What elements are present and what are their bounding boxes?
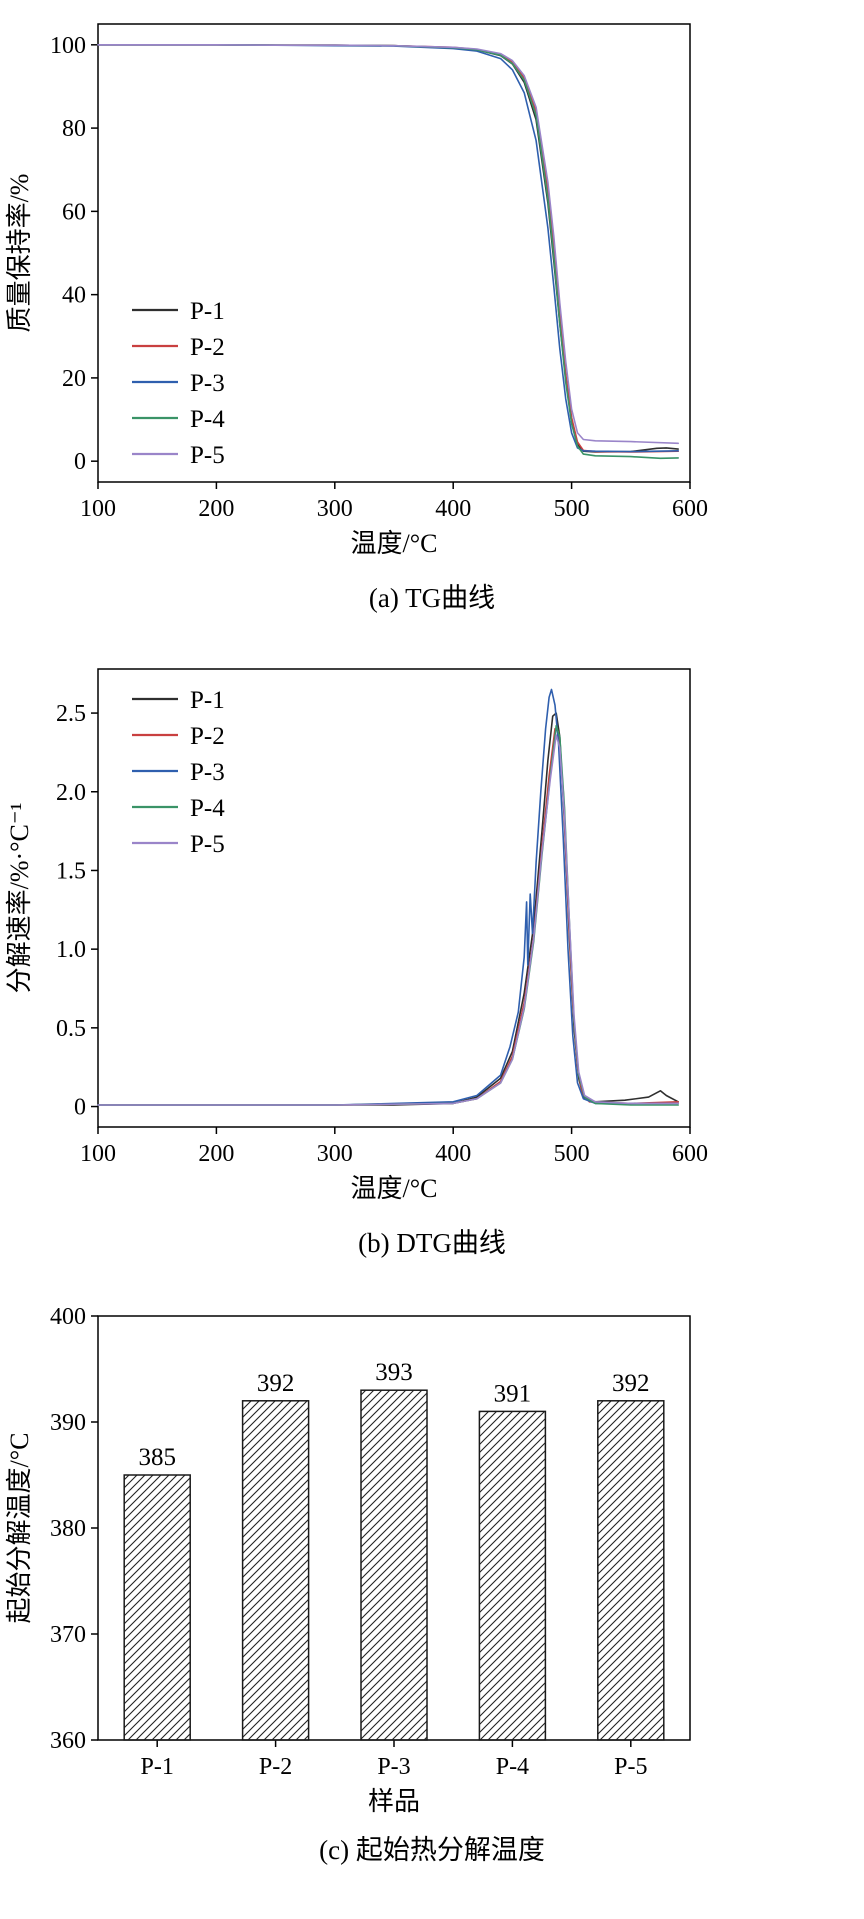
svg-text:样品: 样品 <box>368 1787 420 1816</box>
svg-text:P-2: P-2 <box>190 723 225 750</box>
bar-chart-caption: (c) 起始热分解温度 <box>319 1835 545 1865</box>
svg-text:200: 200 <box>198 1141 234 1167</box>
svg-text:质量保持率/%: 质量保持率/% <box>5 174 34 333</box>
svg-text:500: 500 <box>554 1141 590 1167</box>
svg-text:100: 100 <box>50 33 86 59</box>
svg-text:2.5: 2.5 <box>56 701 86 727</box>
svg-text:P-2: P-2 <box>259 1754 292 1780</box>
svg-text:P-3: P-3 <box>377 1754 410 1780</box>
figure-panel: 0 20 40 60 80 100 100 200 300 400 500 600 温度/°C 质量保持率… <box>0 10 864 1867</box>
svg-text:20: 20 <box>62 366 86 392</box>
svg-text:0: 0 <box>74 1095 86 1121</box>
svg-text:393: 393 <box>375 1359 413 1386</box>
svg-text:2.0: 2.0 <box>56 780 86 806</box>
svg-text:1.0: 1.0 <box>56 937 86 963</box>
dtg-chart-caption: (b) DTG曲线 <box>358 1228 506 1258</box>
svg-text:392: 392 <box>257 1370 295 1397</box>
svg-text:P-1: P-1 <box>190 687 225 714</box>
svg-text:P-4: P-4 <box>496 1754 529 1780</box>
svg-text:600: 600 <box>672 1141 708 1167</box>
svg-text:600: 600 <box>672 496 708 522</box>
svg-text:391: 391 <box>494 1380 532 1407</box>
svg-text:P-4: P-4 <box>190 406 225 433</box>
svg-text:300: 300 <box>317 496 353 522</box>
svg-text:1.5: 1.5 <box>56 858 86 884</box>
svg-text:400: 400 <box>435 496 471 522</box>
svg-text:分解速率/%·°C⁻¹: 分解速率/%·°C⁻¹ <box>5 803 34 994</box>
svg-text:100: 100 <box>80 496 116 522</box>
tg-chart-caption: (a) TG曲线 <box>368 583 496 613</box>
svg-text:100: 100 <box>80 1141 116 1167</box>
svg-text:P-1: P-1 <box>190 298 225 325</box>
svg-text:380: 380 <box>50 1516 86 1542</box>
svg-text:60: 60 <box>62 199 86 225</box>
svg-text:0: 0 <box>74 449 86 475</box>
svg-text:300: 300 <box>317 1141 353 1167</box>
svg-text:P-5: P-5 <box>190 831 225 858</box>
dtg-line-chart: 0 0.5 1.0 1.5 2.0 2.5 100 200 300 400 500 600 温度/°C 分… <box>5 668 708 1203</box>
svg-text:40: 40 <box>62 283 86 309</box>
svg-text:370: 370 <box>50 1622 86 1648</box>
svg-text:400: 400 <box>50 1304 86 1330</box>
svg-text:P-5: P-5 <box>190 442 225 469</box>
svg-text:500: 500 <box>554 496 590 522</box>
tg-line-chart: 0 20 40 60 80 100 100 200 300 400 500 600 温度/°C 质量保持率… <box>5 23 708 558</box>
decomposition-temp-bar-figure: 360 370 380 390 400 P-1 P-2 P-3 P-4 P-5 样品 起始分解温度/°… <box>0 1300 864 1867</box>
svg-text:400: 400 <box>435 1141 471 1167</box>
svg-text:P-4: P-4 <box>190 795 225 822</box>
svg-text:390: 390 <box>50 1410 86 1436</box>
svg-text:80: 80 <box>62 116 86 142</box>
tg-chart-figure: 0 20 40 60 80 100 100 200 300 400 500 600 温度/°C 质量保持率… <box>0 10 864 615</box>
svg-text:200: 200 <box>198 496 234 522</box>
decomposition-temp-bar-chart: 360 370 380 390 400 P-1 P-2 P-3 P-4 P-5 样品 起始分解温度/°… <box>5 1304 691 1816</box>
svg-text:392: 392 <box>612 1370 650 1397</box>
svg-text:P-1: P-1 <box>141 1754 174 1780</box>
svg-text:温度/°C: 温度/°C <box>351 529 438 558</box>
svg-text:0.5: 0.5 <box>56 1016 86 1042</box>
svg-text:P-5: P-5 <box>614 1754 647 1780</box>
svg-text:温度/°C: 温度/°C <box>351 1174 438 1203</box>
dtg-chart-figure: 0 0.5 1.0 1.5 2.0 2.5 100 200 300 400 500 600 温度/°C 分… <box>0 655 864 1260</box>
svg-text:385: 385 <box>138 1444 176 1471</box>
svg-text:360: 360 <box>50 1728 86 1754</box>
svg-text:P-3: P-3 <box>190 370 225 397</box>
svg-text:起始分解温度/°C: 起始分解温度/°C <box>5 1433 34 1624</box>
svg-text:P-2: P-2 <box>190 334 225 361</box>
svg-text:P-3: P-3 <box>190 759 225 786</box>
